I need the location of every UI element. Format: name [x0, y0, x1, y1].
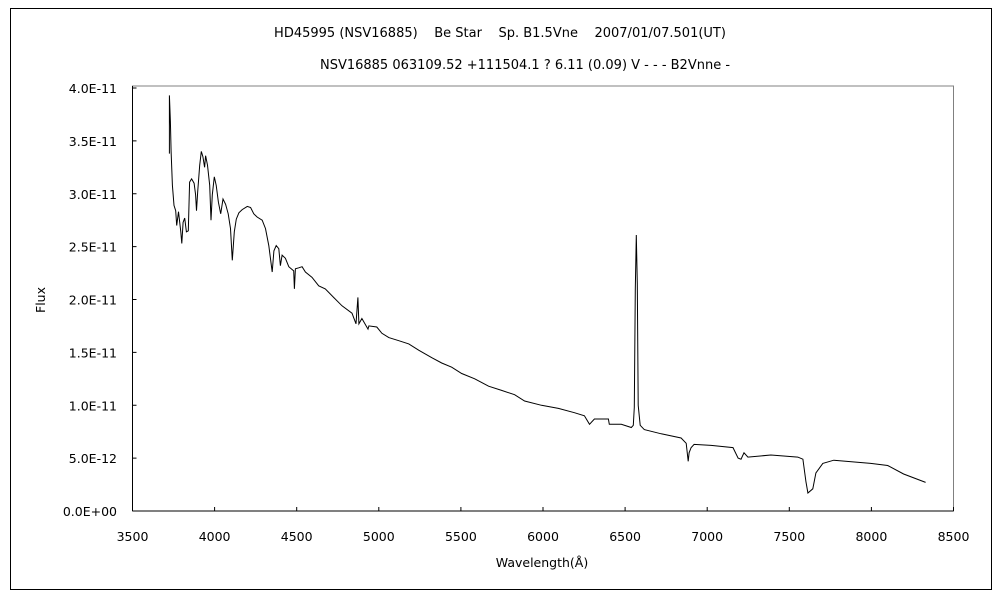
x-tick-label: 4000: [199, 529, 231, 544]
x-tick-label: 7000: [691, 529, 723, 544]
plot-area: [132, 85, 954, 512]
y-tick-label: 5.0E-12: [69, 451, 117, 466]
spectrum-line: [168, 95, 926, 494]
chart-subtitle: NSV16885 063109.52 +111504.1 ? 6.11 (0.0…: [319, 58, 731, 73]
y-tick-label: 1.0E-11: [69, 398, 117, 413]
x-tick-label: 6000: [527, 529, 559, 544]
y-tick-label: 1.5E-11: [69, 345, 117, 360]
x-tick-label: 5000: [363, 529, 395, 544]
y-tick-label: 4.0E-11: [69, 81, 117, 96]
x-tick-label: 3500: [117, 529, 149, 544]
axes: [132, 86, 954, 512]
x-tick-label: 8000: [855, 529, 887, 544]
y-axis-label: Flux: [33, 287, 48, 313]
chart-title: HD45995 (NSV16885) Be Star Sp. B1.5Vne 2…: [274, 26, 726, 41]
y-tick-label: 2.0E-11: [69, 293, 117, 308]
x-tick-label: 4500: [281, 529, 313, 544]
x-axis-label: Wavelength(Å): [496, 555, 588, 570]
x-tick-label: 7500: [773, 529, 805, 544]
y-tick-label: 3.5E-11: [69, 134, 117, 149]
y-tick-label: 0.0E+00: [63, 504, 117, 519]
x-tick-label: 6500: [609, 529, 641, 544]
y-tick-label: 3.0E-11: [69, 187, 117, 202]
x-tick-label: 8500: [938, 529, 970, 544]
chart-frame: [10, 8, 992, 590]
y-tick-label: 2.5E-11: [69, 240, 117, 255]
ticks: 3500 4000 4500 5000 5500 6000 6500 7000 7500 8000…: [63, 81, 970, 544]
x-tick-label: 5500: [445, 529, 477, 544]
